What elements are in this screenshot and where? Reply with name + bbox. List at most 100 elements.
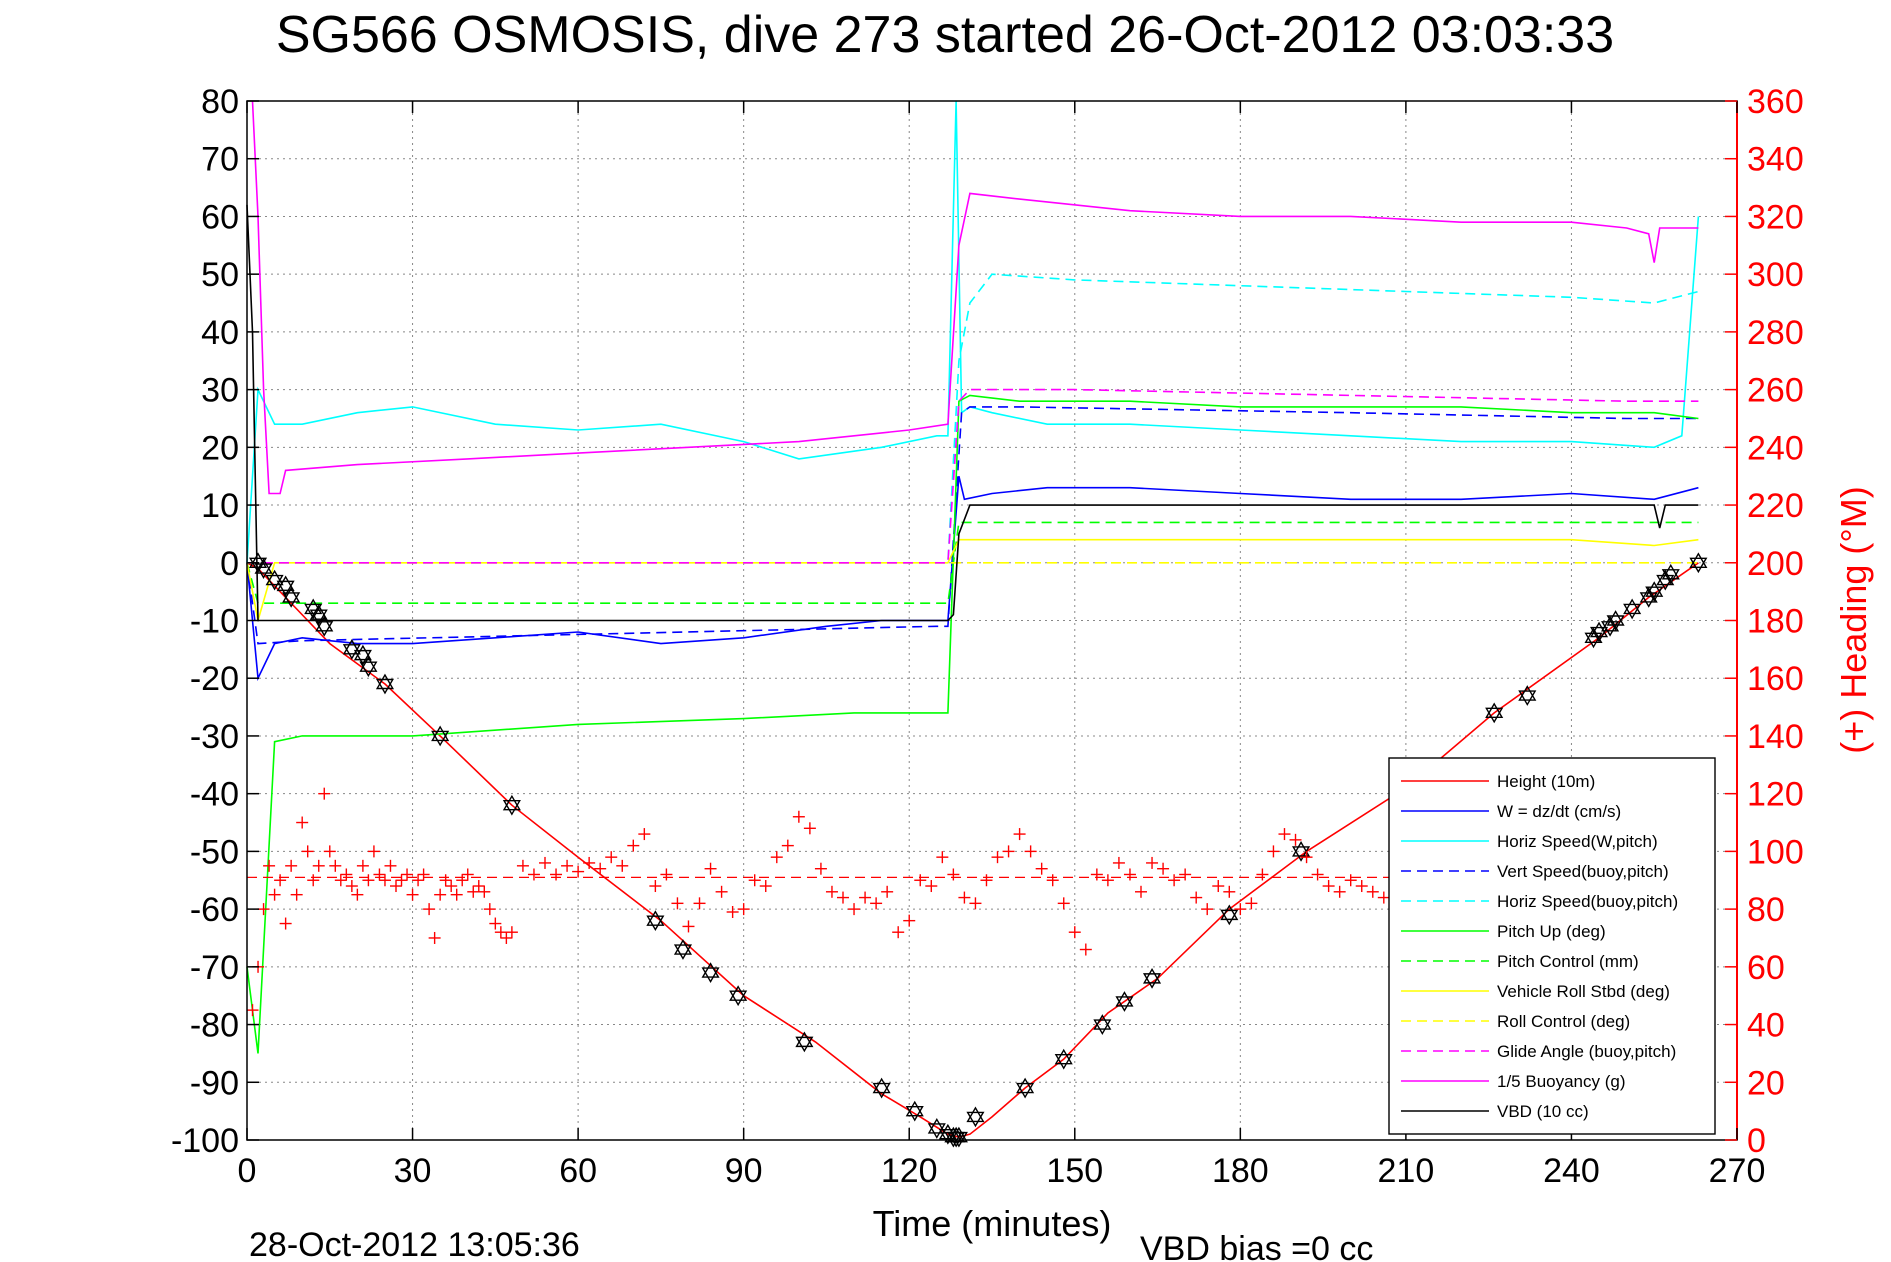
- heading-point: [340, 868, 353, 881]
- depth-marker: [309, 604, 328, 626]
- heading-point: [450, 888, 463, 901]
- legend-item: Glide Angle (buoy,pitch): [1401, 1042, 1676, 1061]
- legend-label: Vehicle Roll Stbd (deg): [1497, 982, 1670, 1001]
- heading-point: [318, 787, 331, 800]
- heading-point: [1024, 845, 1037, 858]
- heading-point: [1079, 943, 1092, 956]
- heading-point: [682, 920, 695, 933]
- heading-point: [903, 914, 916, 927]
- x-tick-label: 240: [1543, 1152, 1600, 1190]
- y2-axis-label: (+) Heading (°M): [1833, 486, 1874, 753]
- legend-label: 1/5 Buoyancy (g): [1497, 1072, 1626, 1091]
- heading-point: [1278, 828, 1291, 841]
- heading-point: [1201, 903, 1214, 916]
- depth-marker: [254, 558, 273, 579]
- heading-point: [378, 874, 391, 887]
- heading-point: [1168, 874, 1181, 887]
- heading-point: [1101, 874, 1114, 887]
- heading-point: [671, 897, 684, 910]
- y-tick-label: -100: [171, 1122, 239, 1160]
- heading-point: [958, 891, 971, 904]
- y-axis-right: 3603403203002802602402202001801601401201…: [1725, 83, 1804, 1160]
- y-tick-label: -80: [190, 1007, 239, 1045]
- y2-tick-label: 220: [1747, 487, 1804, 525]
- heading-point: [1212, 880, 1225, 893]
- heading-point: [334, 874, 347, 887]
- heading-point: [257, 903, 270, 916]
- heading-point: [489, 917, 502, 930]
- heading-point: [1333, 885, 1346, 898]
- heading-point: [770, 851, 783, 864]
- y-tick-label: -40: [190, 776, 239, 814]
- heading-point: [329, 859, 342, 872]
- heading-point: [246, 1004, 259, 1017]
- heading-point: [1322, 880, 1335, 893]
- legend-label: Horiz Speed(W,pitch): [1497, 832, 1658, 851]
- y2-tick-label: 0: [1747, 1122, 1766, 1160]
- heading-point: [1234, 903, 1247, 916]
- heading-point: [693, 897, 706, 910]
- depth-marker: [1606, 610, 1625, 631]
- heading-point: [980, 874, 993, 887]
- heading-point: [1245, 897, 1258, 910]
- heading-point: [881, 885, 894, 898]
- heading-point: [279, 917, 292, 930]
- heading-point: [500, 931, 513, 944]
- heading-point: [461, 868, 474, 881]
- heading-point: [914, 874, 927, 887]
- y2-tick-label: 40: [1747, 1007, 1785, 1045]
- heading-point: [1002, 845, 1015, 858]
- heading-point: [991, 851, 1004, 864]
- heading-point: [814, 862, 827, 875]
- heading-point: [390, 880, 402, 893]
- depth-marker: [359, 656, 378, 678]
- y2-tick-label: 180: [1747, 603, 1804, 641]
- heading-point: [792, 810, 805, 823]
- heading-point: [412, 874, 425, 887]
- series-pitch-up-deg: [246, 394, 1699, 1054]
- heading-point: [1157, 862, 1170, 875]
- depth-marker: [1115, 991, 1134, 1012]
- depth-marker: [1142, 967, 1162, 989]
- footer-timestamp: 28-Oct-2012 13:05:36: [249, 1226, 580, 1262]
- heading-point: [704, 862, 717, 875]
- heading-point: [1123, 868, 1136, 881]
- heading-point: [274, 874, 287, 887]
- y2-tick-label: 340: [1747, 141, 1804, 179]
- y-tick-label: 50: [201, 256, 239, 294]
- heading-point: [1068, 926, 1081, 939]
- heading-point: [803, 822, 816, 835]
- x-axis-label: Time (minutes): [873, 1203, 1112, 1244]
- x-tick-label: 120: [881, 1152, 938, 1190]
- heading-point: [1355, 880, 1368, 893]
- heading-point: [362, 874, 375, 887]
- legend-label: Vert Speed(buoy,pitch): [1497, 862, 1669, 881]
- heading-point: [516, 859, 529, 872]
- heading-point: [660, 868, 673, 881]
- heading-point: [1190, 891, 1203, 904]
- legend-item: Vert Speed(buoy,pitch): [1401, 862, 1669, 881]
- heading-point: [351, 888, 364, 901]
- y2-tick-label: 140: [1747, 718, 1804, 756]
- heading-point: [1311, 868, 1324, 881]
- heading-point: [572, 865, 585, 878]
- depth-marker: [729, 985, 748, 1007]
- legend-label: Roll Control (deg): [1497, 1012, 1630, 1031]
- y2-tick-label: 360: [1747, 83, 1804, 121]
- y-tick-label: 40: [201, 314, 239, 352]
- depth-marker: [905, 1100, 924, 1122]
- y-tick-label: 30: [201, 372, 239, 410]
- x-tick-label: 90: [725, 1152, 763, 1190]
- heading-point: [417, 868, 430, 881]
- y-tick-label: 60: [201, 198, 239, 236]
- depth-marker: [431, 725, 450, 747]
- depth-marker: [1623, 598, 1642, 620]
- y2-tick-label: 100: [1747, 833, 1804, 871]
- heading-point: [649, 880, 662, 893]
- heading-point: [406, 888, 419, 901]
- y-tick-label: -50: [190, 833, 239, 871]
- depth-marker: [1093, 1014, 1112, 1035]
- y2-tick-label: 60: [1747, 949, 1785, 987]
- y2-tick-label: 80: [1747, 891, 1785, 929]
- legend-box: [1388, 757, 1716, 1135]
